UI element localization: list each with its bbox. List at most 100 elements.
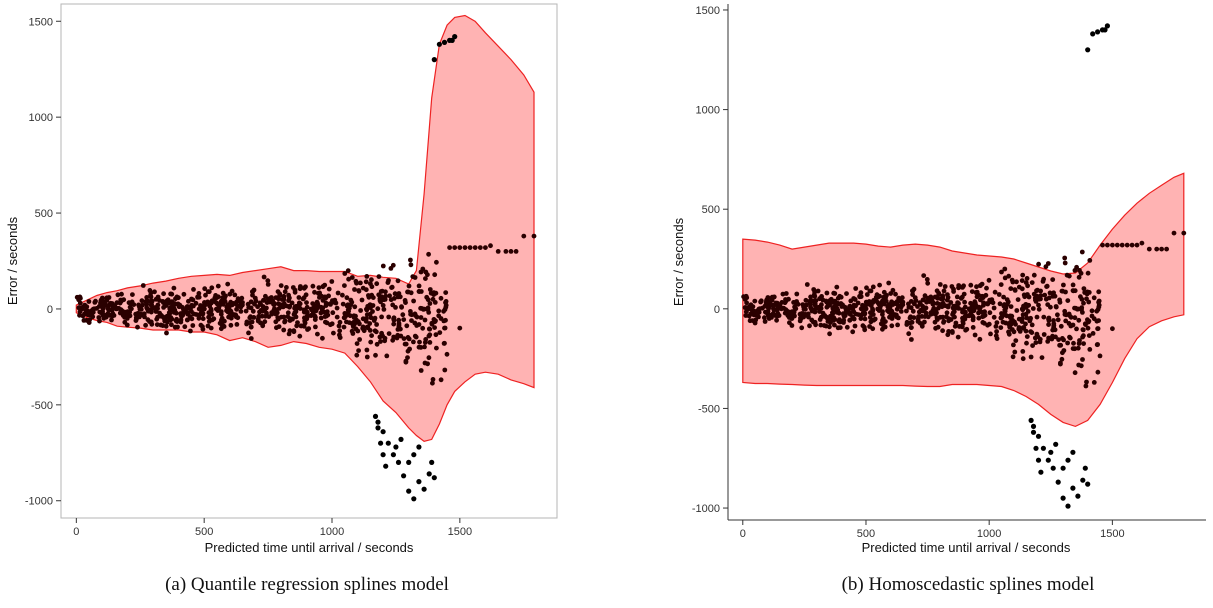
data-point (372, 328, 378, 334)
data-point (281, 294, 287, 300)
data-point (1002, 307, 1008, 313)
data-point (297, 301, 303, 307)
data-point (1070, 282, 1076, 288)
data-point (508, 249, 514, 254)
data-point (264, 300, 270, 305)
data-point (228, 322, 234, 328)
data-point (477, 245, 483, 251)
outlier-point (1085, 47, 1091, 53)
data-point (364, 347, 370, 353)
data-point (248, 336, 254, 341)
data-point (147, 288, 153, 293)
data-point (984, 285, 989, 291)
data-point (340, 301, 346, 307)
data-point (179, 314, 184, 319)
data-point (956, 306, 962, 311)
data-point (1124, 242, 1130, 248)
data-point (853, 286, 859, 291)
data-point (763, 309, 768, 315)
data-point (833, 302, 839, 308)
data-point (261, 297, 266, 303)
chart-b-y-axis-label: Error / seconds (671, 217, 686, 306)
y-tick-label: -500 (31, 400, 53, 412)
data-point (119, 291, 124, 297)
data-point (1070, 322, 1076, 328)
data-point (198, 303, 203, 308)
data-point (438, 377, 444, 383)
chart-a-y-axis-label: Error / seconds (5, 216, 20, 305)
data-point (1045, 302, 1051, 307)
outlier-point (406, 459, 412, 465)
data-point (1072, 370, 1078, 376)
data-point (312, 289, 317, 295)
data-point (147, 307, 153, 313)
data-point (315, 331, 320, 337)
data-point (396, 322, 402, 328)
y-tick-label: -500 (698, 403, 720, 415)
data-point (173, 318, 179, 324)
data-point (152, 305, 158, 310)
data-point (181, 291, 187, 297)
data-point (423, 269, 429, 275)
data-point (980, 295, 986, 301)
data-point (994, 320, 1000, 325)
data-point (1055, 317, 1061, 323)
data-point (1065, 340, 1070, 346)
chart-b-band-area (742, 172, 1185, 428)
data-point (935, 324, 941, 330)
data-point (1049, 336, 1055, 342)
outlier-point (390, 452, 396, 458)
data-point (443, 300, 448, 305)
data-point (970, 317, 976, 323)
data-point (378, 339, 383, 344)
data-point (858, 290, 864, 296)
outlier-point (1030, 423, 1037, 429)
data-point (998, 282, 1004, 287)
data-point (958, 296, 964, 301)
data-point (1076, 274, 1082, 280)
data-point (193, 300, 199, 306)
data-point (832, 291, 838, 296)
data-point (1159, 246, 1164, 252)
data-point (771, 306, 776, 311)
data-point (318, 315, 324, 321)
data-point (752, 298, 758, 304)
data-point (345, 307, 351, 313)
data-point (993, 324, 999, 329)
outlier-point (426, 471, 432, 477)
data-point (395, 294, 401, 300)
data-point (153, 296, 159, 302)
data-point (391, 296, 397, 301)
data-point (994, 336, 1000, 341)
data-point (184, 317, 190, 323)
data-point (1044, 283, 1050, 289)
data-point (168, 315, 174, 320)
data-point (762, 315, 767, 321)
data-point (908, 325, 914, 330)
data-point (76, 297, 82, 303)
y-tick-label: 1500 (696, 5, 720, 17)
data-point (206, 310, 212, 316)
data-point (235, 303, 241, 309)
data-point (1078, 294, 1083, 300)
data-point (813, 322, 818, 328)
data-point (811, 307, 817, 313)
data-point (889, 315, 895, 321)
data-point (899, 295, 905, 301)
data-point (384, 353, 390, 359)
data-point (824, 290, 830, 296)
data-point (1074, 264, 1079, 270)
data-point (225, 281, 231, 287)
data-point (909, 337, 914, 342)
data-point (1055, 312, 1060, 318)
outlier-point (421, 486, 427, 492)
data-point (331, 330, 336, 336)
data-point (323, 295, 328, 301)
data-point (963, 309, 968, 315)
data-point (827, 298, 833, 303)
data-point (169, 291, 175, 297)
data-point (1058, 323, 1064, 329)
data-point (762, 319, 768, 324)
data-point (256, 314, 262, 319)
data-point (271, 300, 277, 306)
